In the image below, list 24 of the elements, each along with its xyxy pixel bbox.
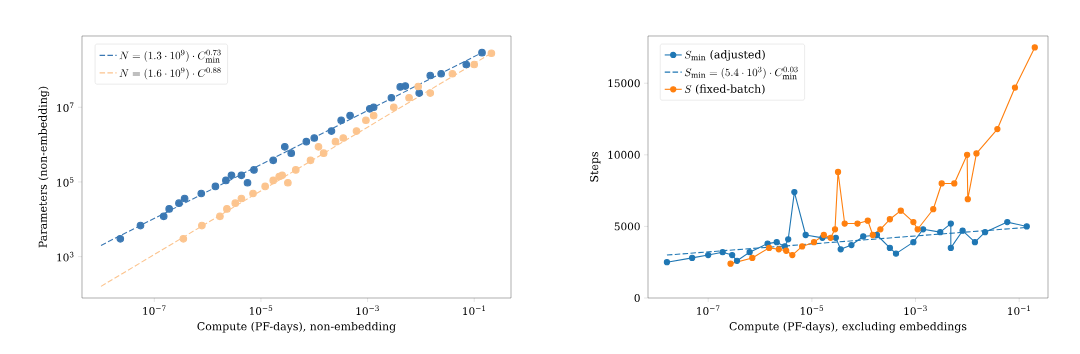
legend-label: $N=(1.6\cdot 10^{9})\cdot C^{0.88}$ <box>119 67 221 80</box>
y-tick-label: 10$^{3}$ <box>57 251 74 262</box>
x-tick-label: 10$^{−7}$ <box>697 305 720 315</box>
y-tick-label: 5000 <box>614 222 640 231</box>
legend-label: $S_{\min}\mbox{ (adjusted)}$ <box>684 50 765 61</box>
y-axis-title: Steps <box>589 152 601 182</box>
y-tick-label: 15000 <box>608 79 640 88</box>
y-tick-label: 10$^{7}$ <box>57 102 74 112</box>
x-tick-label: 10$^{−3}$ <box>356 305 379 316</box>
legend-label: $N=(1.3\cdot 10^{9})\cdot C_{\min}^{0.73}$ <box>119 49 221 63</box>
y-tick-label: 10000 <box>608 150 640 159</box>
y-axis-title: Parameters (non-embedding) <box>38 86 50 248</box>
legend-label: $S_{\min}=(5.4\cdot 10^{3})\cdot C_{\min}^{0.03}$ <box>684 66 798 80</box>
legend-label: $S\mbox{ (fixed-batch)}$ <box>684 84 765 95</box>
x-axis-title: Compute (PF-days), non-embedding <box>197 321 396 333</box>
x-axis-title: Compute (PF-days), excluding embeddings <box>729 321 967 333</box>
y-tick-label: 0 <box>634 294 640 302</box>
x-tick-label: 10$^{−1}$ <box>1008 305 1030 316</box>
x-tick-label: 10$^{−3}$ <box>904 305 927 316</box>
x-tick-label: 10$^{−7}$ <box>143 305 166 315</box>
x-tick-label: 10$^{−5}$ <box>800 305 824 315</box>
x-tick-label: 10$^{−5}$ <box>249 305 273 315</box>
x-tick-label: 10$^{−1}$ <box>463 305 485 316</box>
y-tick-label: 10$^{5}$ <box>57 177 74 187</box>
